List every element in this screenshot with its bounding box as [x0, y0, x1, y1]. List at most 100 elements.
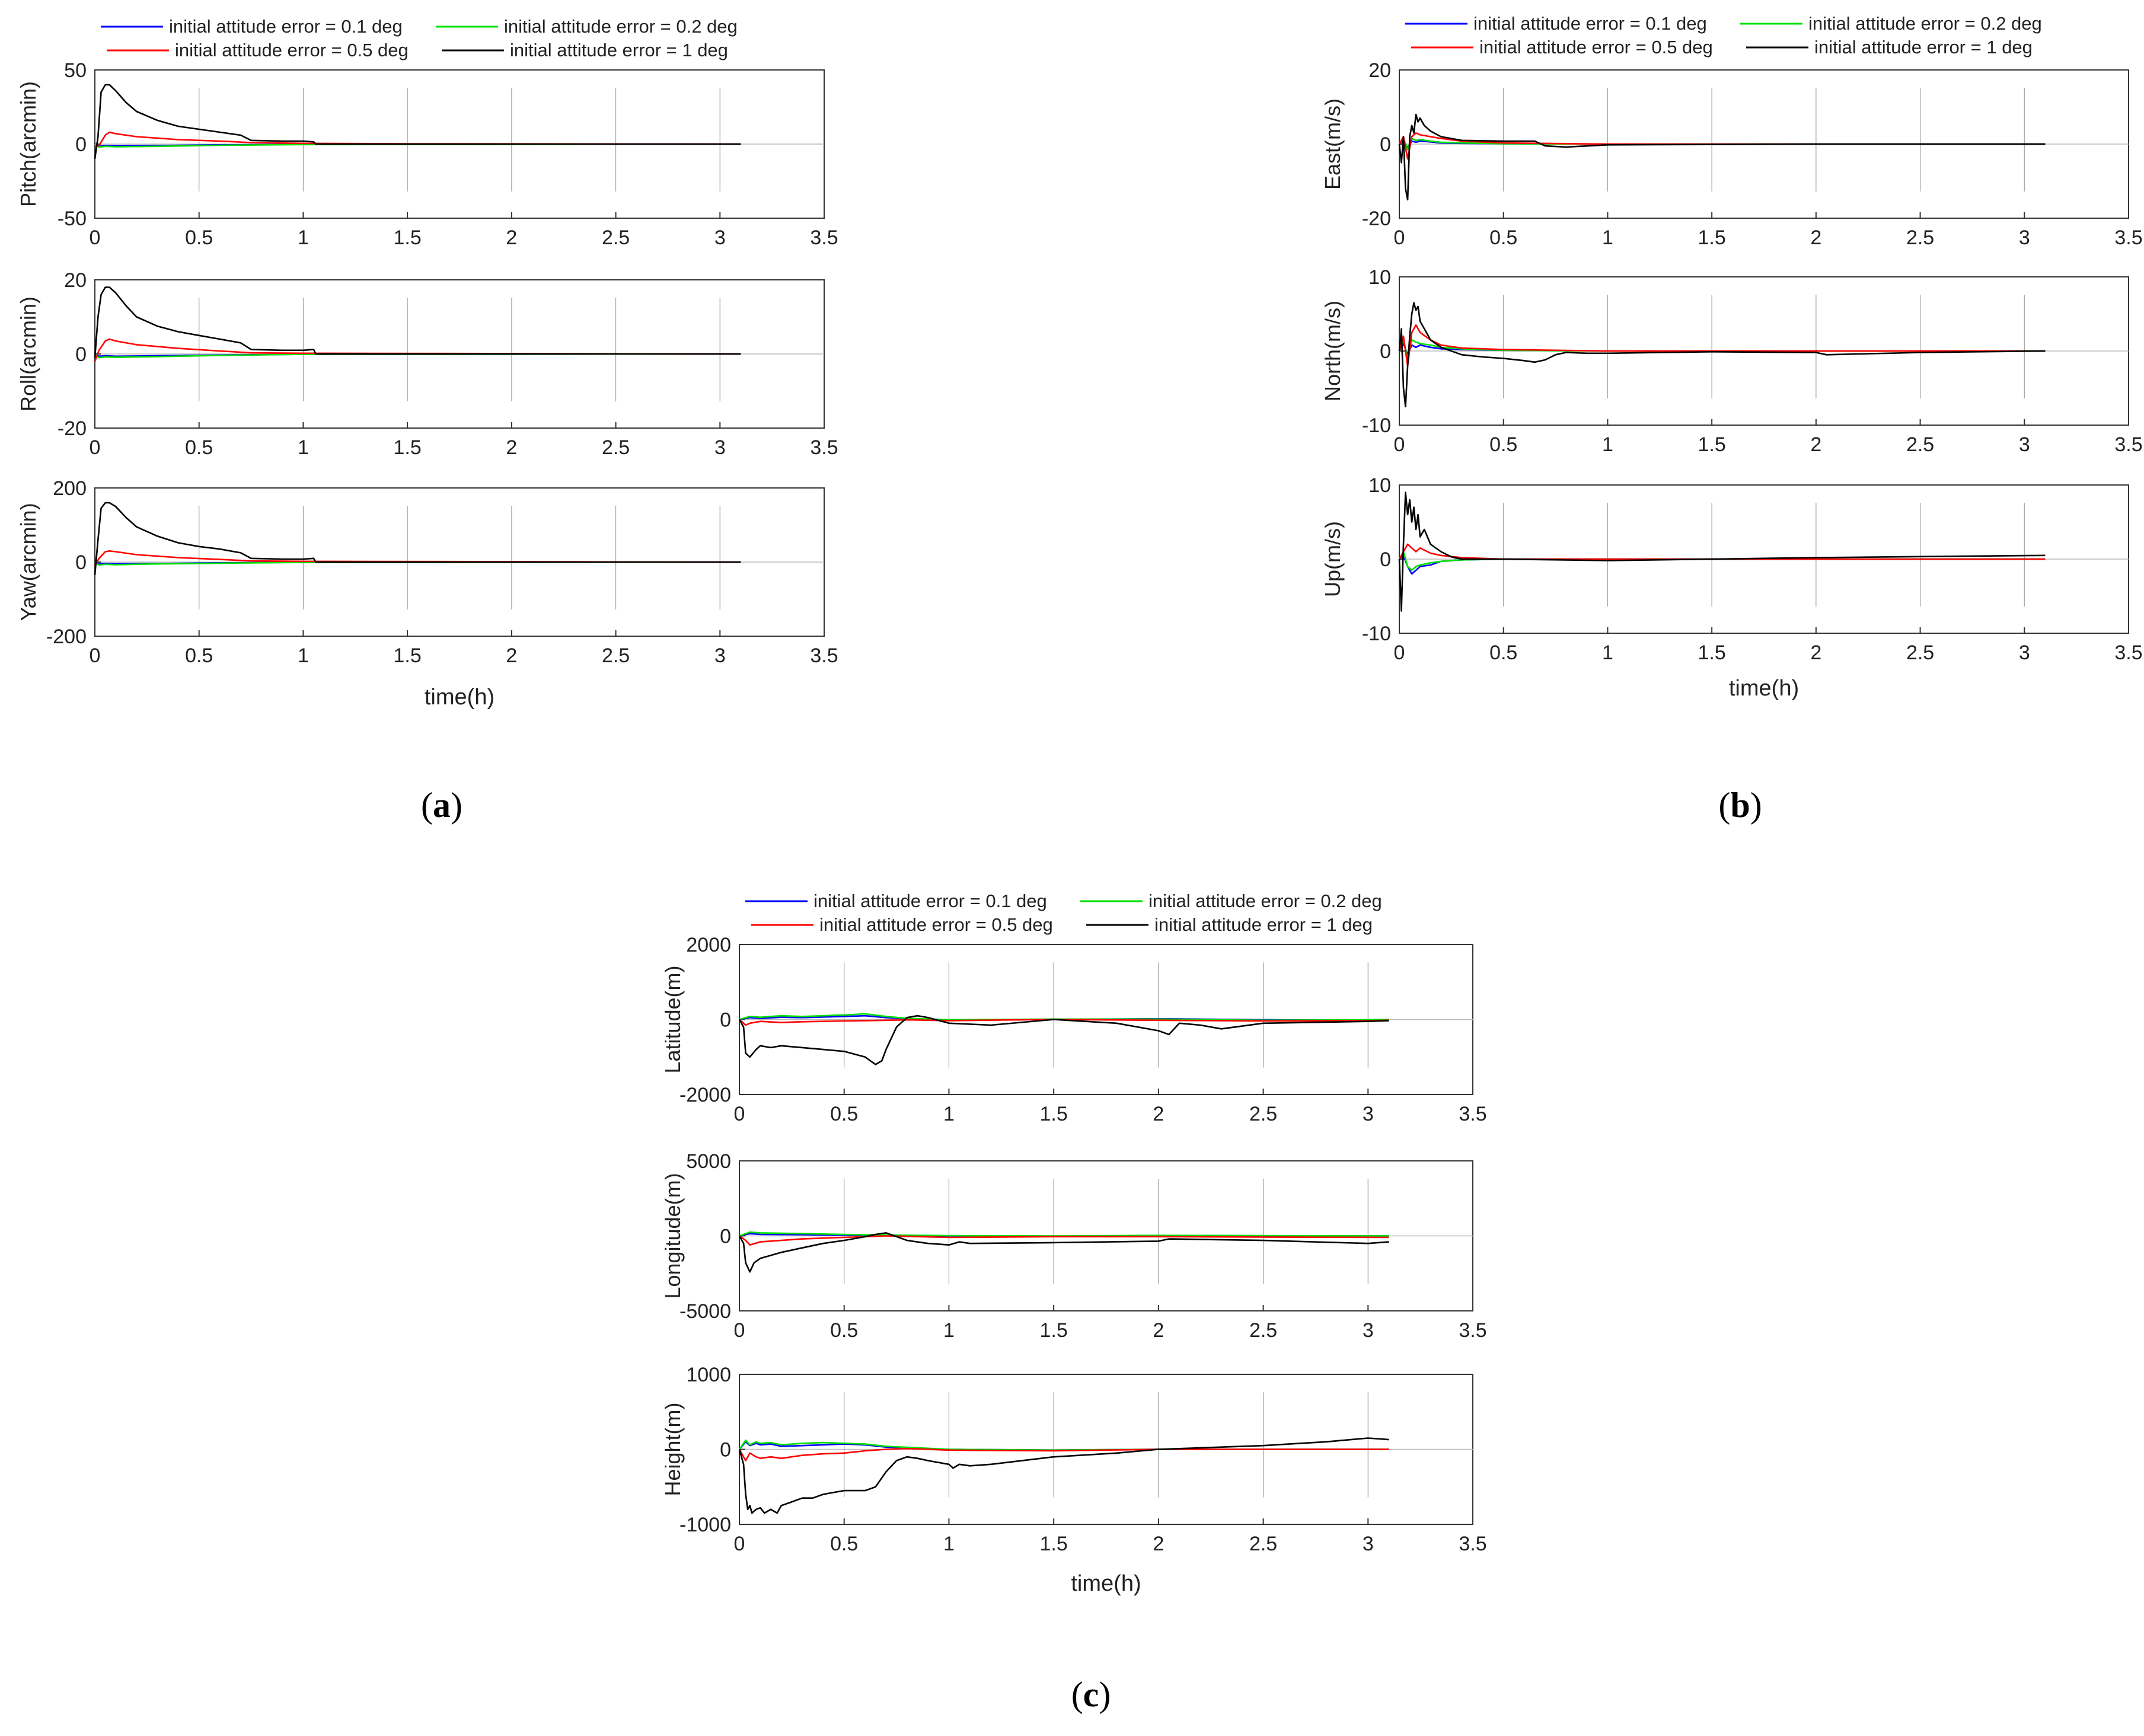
series-line-c-1-3	[738, 1232, 1389, 1273]
x-tick-label-a-0-1: 0.5	[185, 226, 213, 249]
series-line-b-2-3	[1398, 492, 2046, 612]
x-tick-label-b-2-0: 0	[1394, 642, 1405, 664]
y-axis-label-c-2: Height(m)	[661, 1402, 685, 1496]
x-tick-label-a-1-6: 3	[714, 436, 726, 459]
y-tick-label-b-0-1: 0	[1380, 133, 1391, 156]
x-tick-label-c-0-5: 2.5	[1249, 1103, 1277, 1125]
y-tick-label-a-2-0: 200	[53, 477, 87, 500]
x-tick-label-c-2-2: 1	[943, 1533, 955, 1555]
x-tick-label-c-0-0: 0	[734, 1103, 745, 1125]
y-tick-label-a-0-2: -50	[58, 208, 87, 230]
x-tick-label-a-0-0: 0	[90, 226, 101, 249]
legend-label-b-3: initial attitude error = 1 deg	[1814, 37, 2033, 58]
x-tick-label-c-2-5: 2.5	[1249, 1533, 1277, 1555]
caption-a: (a)	[421, 786, 462, 825]
y-tick-label-b-1-2: -10	[1362, 414, 1391, 437]
y-tick-label-c-0-0: 2000	[686, 934, 731, 956]
series-line-b-1-2	[1398, 324, 2046, 367]
series-line-a-1-1	[94, 353, 741, 359]
x-tick-label-b-0-2: 1	[1602, 226, 1613, 249]
y-tick-label-c-2-2: -1000	[679, 1514, 731, 1536]
y-axis-label-c-1: Longitude(m)	[661, 1173, 685, 1298]
series-line-c-2-3	[738, 1437, 1389, 1514]
legend-label-b-0: initial attitude error = 0.1 deg	[1473, 13, 1707, 34]
x-tick-label-c-1-6: 3	[1363, 1319, 1374, 1342]
y-axis-label-a-0: Pitch(arcmin)	[16, 81, 40, 207]
x-tick-label-a-2-7: 3.5	[810, 644, 838, 667]
y-tick-label-a-1-0: 20	[64, 269, 87, 292]
series-line-a-0-1	[94, 143, 741, 148]
x-tick-label-a-0-6: 3	[714, 226, 726, 249]
y-tick-label-b-0-0: 20	[1368, 59, 1391, 82]
legend-label-b-2: initial attitude error = 0.5 deg	[1479, 37, 1713, 58]
legend-label-a-3: initial attitude error = 1 deg	[510, 40, 728, 60]
series-line-b-1-3	[1398, 302, 2046, 408]
y-tick-label-c-1-1: 0	[720, 1226, 731, 1248]
x-tick-label-a-2-6: 3	[714, 644, 726, 667]
x-axis-label-b: time(h)	[1729, 676, 1799, 701]
series-line-a-0-3	[94, 84, 741, 159]
x-tick-label-c-1-5: 2.5	[1249, 1319, 1277, 1342]
series-line-c-1-2	[739, 1235, 1389, 1246]
y-tick-label-c-2-0: 1000	[686, 1364, 731, 1386]
x-tick-label-b-0-4: 2	[1810, 226, 1821, 249]
x-tick-label-c-2-4: 2	[1153, 1533, 1164, 1555]
x-tick-label-c-1-2: 1	[943, 1319, 955, 1342]
x-tick-label-a-0-2: 1	[298, 226, 309, 249]
x-tick-label-b-2-4: 2	[1810, 642, 1821, 664]
x-tick-label-a-1-7: 3.5	[810, 436, 838, 459]
x-tick-label-a-0-3: 1.5	[394, 226, 422, 249]
x-tick-label-b-0-0: 0	[1394, 226, 1405, 249]
series-line-a-2-1	[94, 561, 741, 566]
y-axis-label-b-2: Up(m/s)	[1320, 521, 1345, 597]
x-tick-label-c-1-7: 3.5	[1459, 1319, 1486, 1342]
x-tick-label-b-0-6: 3	[2019, 226, 2030, 249]
y-tick-label-b-1-0: 10	[1368, 266, 1391, 289]
legend-label-a-1: initial attitude error = 0.2 deg	[504, 16, 738, 37]
x-tick-label-b-1-0: 0	[1394, 433, 1405, 456]
series-line-a-2-2	[94, 550, 741, 566]
y-tick-label-c-1-0: 5000	[686, 1150, 731, 1173]
x-tick-label-c-2-0: 0	[734, 1533, 745, 1555]
x-tick-label-a-1-0: 0	[90, 436, 101, 459]
series-line-b-0-3	[1398, 113, 2046, 201]
x-tick-label-b-0-3: 1.5	[1698, 226, 1726, 249]
x-tick-label-a-2-2: 1	[298, 644, 309, 667]
y-tick-label-a-1-1: 0	[75, 343, 87, 366]
x-tick-label-b-1-3: 1.5	[1698, 433, 1726, 456]
y-axis-label-a-2: Yaw(arcmin)	[16, 503, 40, 621]
x-tick-label-a-2-5: 2.5	[602, 644, 630, 667]
x-tick-label-a-1-4: 2	[506, 436, 517, 459]
y-axis-label-a-1: Roll(arcmin)	[16, 296, 40, 411]
x-tick-label-b-2-7: 3.5	[2114, 642, 2142, 664]
y-tick-label-a-0-0: 50	[64, 59, 87, 82]
x-tick-label-b-0-5: 2.5	[1906, 226, 1934, 249]
legend-label-c-1: initial attitude error = 0.2 deg	[1148, 891, 1382, 911]
y-axis-label-c-0: Latitude(m)	[661, 965, 685, 1073]
x-tick-label-a-1-5: 2.5	[602, 436, 630, 459]
y-tick-label-a-1-2: -20	[58, 417, 87, 440]
series-line-c-0-3	[738, 1014, 1389, 1065]
y-tick-label-b-0-2: -20	[1362, 208, 1391, 230]
x-tick-label-a-1-1: 0.5	[185, 436, 213, 459]
x-tick-label-b-1-2: 1	[1602, 433, 1613, 456]
legend-label-c-3: initial attitude error = 1 deg	[1154, 914, 1373, 935]
x-tick-label-c-1-1: 0.5	[830, 1319, 858, 1342]
caption-b: (b)	[1718, 786, 1762, 825]
x-tick-label-b-0-7: 3.5	[2114, 226, 2142, 249]
x-tick-label-c-2-7: 3.5	[1459, 1533, 1486, 1555]
x-tick-label-c-0-3: 1.5	[1040, 1103, 1068, 1125]
x-tick-label-b-1-5: 2.5	[1906, 433, 1934, 456]
x-tick-label-c-0-7: 3.5	[1459, 1103, 1486, 1125]
x-tick-label-a-2-4: 2	[506, 644, 517, 667]
series-line-a-2-3	[94, 502, 741, 576]
y-tick-label-a-2-2: -200	[46, 626, 87, 648]
y-tick-label-b-2-0: 10	[1368, 474, 1391, 497]
x-tick-label-a-2-3: 1.5	[394, 644, 422, 667]
x-tick-label-a-0-5: 2.5	[602, 226, 630, 249]
legend-label-a-0: initial attitude error = 0.1 deg	[169, 16, 403, 37]
series-line-c-0-2	[739, 1019, 1389, 1026]
x-tick-label-b-1-4: 2	[1810, 433, 1821, 456]
